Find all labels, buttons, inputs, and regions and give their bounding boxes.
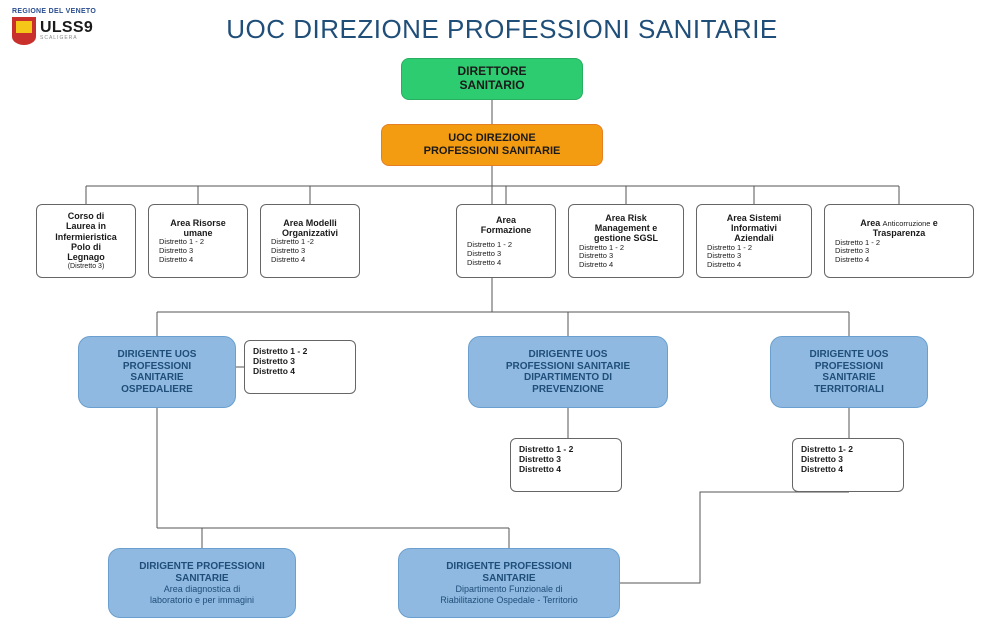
label: SANITARIO (459, 79, 524, 93)
label: (Distretto 3) (68, 263, 105, 271)
label: DIPARTIMENTO DI (524, 372, 612, 384)
label: PROFESSIONI SANITARIE (506, 361, 630, 373)
node-area-risorse-umane: Area Risorse umane Distretto 1 - 2 Distr… (148, 204, 248, 278)
district: Distretto 4 (463, 259, 501, 268)
district: Distretto 4 (575, 261, 613, 270)
node-prevenzione-distretti: Distretto 1 - 2 Distretto 3 Distretto 4 (510, 438, 622, 492)
label: DIRIGENTE PROFESSIONI (139, 561, 265, 573)
district: Distretto 4 (801, 465, 843, 475)
label: Trasparenza (873, 228, 926, 238)
node-area-formazione: Area Formazione Distretto 1 - 2 Distrett… (456, 204, 556, 278)
label: Area Risorse (170, 218, 226, 228)
node-area-modelli: Area Modelli Organizzativi Distretto 1 -… (260, 204, 360, 278)
label: PROFESSIONI (123, 361, 191, 373)
node-dirigente-riabilitazione: DIRIGENTE PROFESSIONI SANITARIE Dipartim… (398, 548, 620, 618)
label: Area (496, 215, 516, 225)
label: Legnago (67, 252, 105, 262)
label: UOC DIREZIONE (448, 132, 535, 145)
node-dirigente-diagnostica: DIRIGENTE PROFESSIONI SANITARIE Area dia… (108, 548, 296, 618)
district: Distretto 4 (253, 367, 295, 377)
node-uoc-direzione: UOC DIREZIONE PROFESSIONI SANITARIE (381, 124, 603, 166)
label: PROFESSIONI SANITARIE (424, 145, 561, 158)
sublabel: Area diagnostica di (164, 584, 241, 594)
label: Informativi (731, 223, 777, 233)
label: Infermieristica (55, 232, 117, 242)
node-area-sistemi-informativi: Area Sistemi Informativi Aziendali Distr… (696, 204, 812, 278)
label: Area Modelli (283, 218, 337, 228)
label: DIRIGENTE PROFESSIONI (446, 561, 572, 573)
label: DIRIGENTE UOS (529, 349, 608, 361)
node-corso-laurea: Corso di Laurea in Infermieristica Polo … (36, 204, 136, 278)
node-dirigente-prevenzione: DIRIGENTE UOS PROFESSIONI SANITARIE DIPA… (468, 336, 668, 408)
label: Management e (595, 223, 658, 233)
node-direttore-sanitario: DIRETTORE SANITARIO (401, 58, 583, 100)
label: Formazione (481, 225, 532, 235)
label: DIRIGENTE UOS (810, 349, 889, 361)
label: Area Anticorruzione e (860, 218, 937, 229)
district: Distretto 4 (703, 261, 741, 270)
label: TERRITORIALI (814, 384, 884, 396)
label: DIRIGENTE UOS (118, 349, 197, 361)
label: PREVENZIONE (532, 384, 604, 396)
label: Laurea in (66, 221, 106, 231)
label: Area Risk (605, 213, 647, 223)
label: OSPEDALIERE (121, 384, 193, 396)
label: PROFESSIONI (815, 361, 883, 373)
node-area-anticorruzione: Area Anticorruzione e Trasparenza Distre… (824, 204, 974, 278)
label: SANITARIE (175, 573, 228, 585)
district: Distretto 4 (519, 465, 561, 475)
node-ospedaliere-distretti: Distretto 1 - 2 Distretto 3 Distretto 4 (244, 340, 356, 394)
sublabel: Riabilitazione Ospedale - Territorio (440, 595, 577, 605)
district: Distretto 4 (267, 256, 305, 265)
node-area-risk-management: Area Risk Management e gestione SGSL Dis… (568, 204, 684, 278)
node-dirigente-ospedaliere: DIRIGENTE UOS PROFESSIONI SANITARIE OSPE… (78, 336, 236, 408)
sublabel: laboratorio e per immagini (150, 595, 254, 605)
label: DIRETTORE (457, 65, 526, 79)
label: Corso di (68, 211, 105, 221)
sublabel: Dipartimento Funzionale di (455, 584, 562, 594)
node-territoriali-distretti: Distretto 1- 2 Distretto 3 Distretto 4 (792, 438, 904, 492)
district: Distretto 4 (155, 256, 193, 265)
label: SANITARIE (822, 372, 875, 384)
label: SANITARIE (482, 573, 535, 585)
label: Polo di (71, 242, 101, 252)
label: SANITARIE (130, 372, 183, 384)
district: Distretto 4 (831, 256, 869, 265)
page-title: UOC DIREZIONE PROFESSIONI SANITARIE (0, 14, 1004, 45)
node-dirigente-territoriali: DIRIGENTE UOS PROFESSIONI SANITARIE TERR… (770, 336, 928, 408)
label: Area Sistemi (727, 213, 782, 223)
